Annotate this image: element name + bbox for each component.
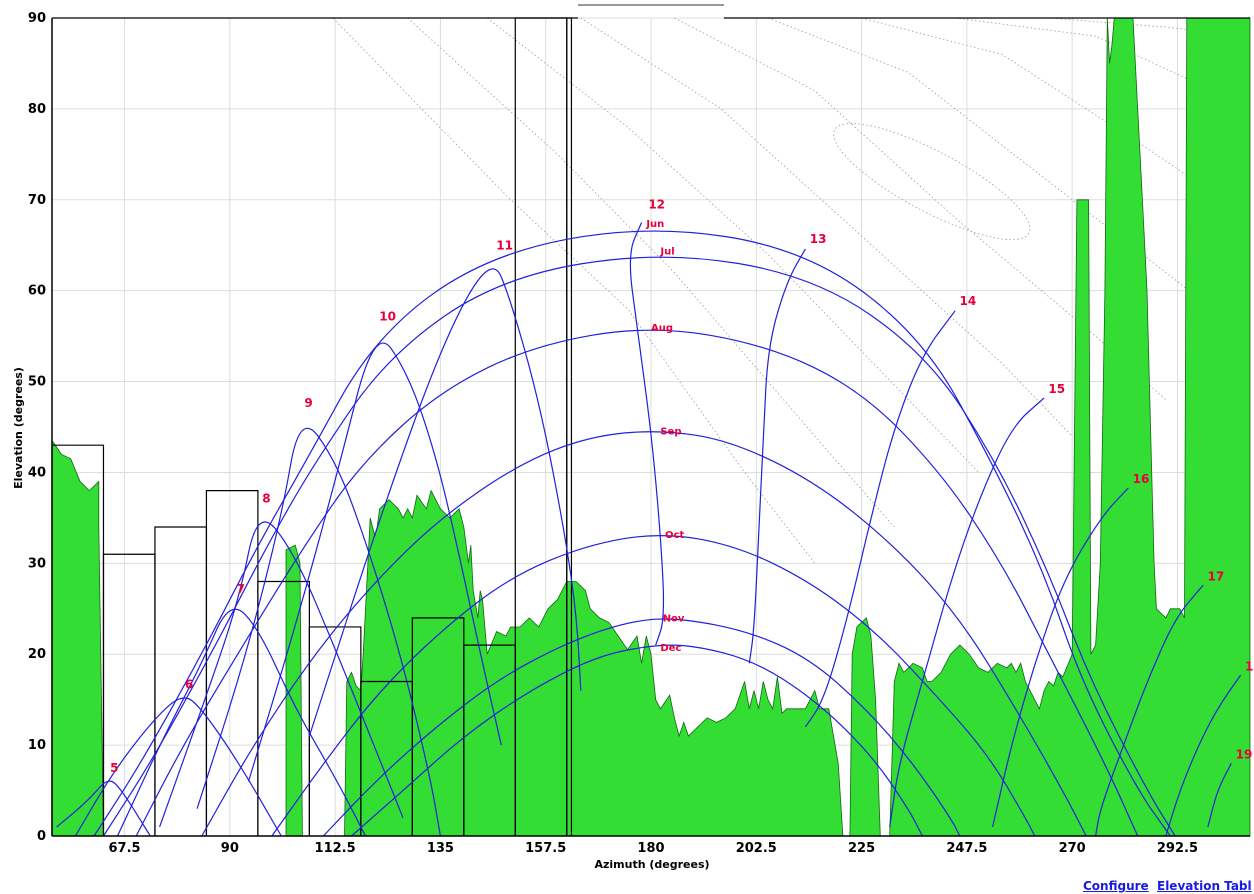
month-label-oct: Oct (665, 530, 684, 541)
y-tick-label: 30 (28, 556, 46, 571)
y-tick-label: 90 (28, 11, 46, 26)
month-label-jul: Jul (659, 246, 674, 257)
hour-path-9 (196, 427, 441, 837)
hour-path-16 (992, 487, 1129, 828)
configure-link[interactable]: Configure (1083, 879, 1149, 893)
x-tick-label: 90 (221, 841, 239, 856)
sun-paths (56, 222, 1242, 837)
hour-path-13 (748, 248, 806, 664)
month-path-dec (351, 644, 923, 837)
hour-label-5: 5 (110, 761, 118, 775)
horizon-obstruction (51, 17, 1251, 837)
hour-path-15 (889, 397, 1045, 827)
hour-path-19 (1207, 763, 1232, 828)
hour-path-11 (308, 268, 582, 737)
hour-label-19: 19 (1236, 748, 1253, 762)
month-label-nov: Nov (663, 614, 685, 625)
x-axis-label: Azimuth (degrees) (594, 858, 709, 871)
month-label-aug: Aug (651, 323, 673, 334)
month-label-dec: Dec (660, 643, 681, 654)
x-tick-label: 292.5 (1157, 841, 1198, 856)
isoline (1048, 17, 1251, 37)
x-tick-label: 112.5 (315, 841, 356, 856)
x-tick-label: 247.5 (946, 841, 987, 856)
hour-path-18 (1165, 674, 1242, 837)
hour-label-10: 10 (379, 309, 396, 323)
x-tick-label: 67.5 (108, 841, 140, 856)
hour-label-12: 12 (648, 198, 665, 212)
month-path-jul (102, 256, 1176, 837)
hour-path-7 (116, 608, 367, 837)
y-tick-label: 50 (28, 375, 46, 390)
x-tick-label: 225 (848, 841, 875, 856)
hour-path-8 (159, 521, 404, 828)
x-tick-label: 270 (1059, 841, 1086, 856)
month-label-jun: Jun (645, 219, 664, 230)
hour-label-13: 13 (810, 232, 827, 246)
y-tick-label: 80 (28, 102, 46, 117)
x-tick-label: 202.5 (736, 841, 777, 856)
y-tick-label: 70 (28, 193, 46, 208)
y-tick-label: 40 (28, 465, 46, 480)
y-axis-label: Elevation (degrees) (12, 367, 25, 489)
x-tick-label: 157.5 (525, 841, 566, 856)
month-path-aug (135, 329, 1139, 837)
month-path-sep (201, 431, 1087, 837)
hour-label-11: 11 (496, 239, 513, 253)
month-label-sep: Sep (660, 426, 681, 437)
isoline (580, 17, 1073, 437)
hour-path-10 (247, 342, 502, 782)
elevation-table-link[interactable]: Elevation Tabl (1157, 879, 1252, 893)
y-tick-label: 10 (28, 738, 46, 753)
month-path-jun (93, 230, 1171, 837)
x-tick-label: 180 (637, 841, 664, 856)
isoline (407, 17, 895, 528)
x-tick-label: 135 (427, 841, 454, 856)
horizon-profile (51, 17, 1251, 837)
hour-label-15: 15 (1048, 382, 1065, 396)
axes: 67.5 90 112.5 135 157.5 180 202.5 225 247.5 270 29… (28, 4, 1250, 856)
hour-path-5 (56, 780, 151, 837)
hour-path-6 (74, 697, 282, 837)
month-path-nov (322, 618, 961, 837)
hour-label-18: 18 (1245, 659, 1254, 673)
isoline (674, 17, 1167, 400)
hour-label-7: 7 (237, 582, 245, 596)
hour-label-14: 14 (960, 294, 977, 308)
hour-label-6: 6 (185, 678, 193, 692)
y-tick-label: 20 (28, 647, 46, 662)
isoline (486, 17, 979, 473)
y-tick-label: 0 (37, 829, 46, 844)
hour-path-14 (804, 310, 956, 728)
hour-label-9: 9 (304, 396, 312, 410)
path-labels: 5 6 7 8 9 10 11 12 13 14 15 16 17 18 19 Jun Jul Aug Sep Oct… (110, 198, 1254, 776)
y-tick-label: 60 (28, 284, 46, 299)
hour-path-17 (1095, 584, 1204, 837)
shade-box (102, 553, 156, 836)
hour-label-17: 17 (1208, 569, 1225, 583)
shade-box (154, 526, 208, 836)
hour-label-8: 8 (262, 491, 270, 505)
hour-path-12 (629, 222, 665, 646)
hour-label-16: 16 (1133, 472, 1150, 486)
isoline-ellipse (833, 123, 1031, 241)
